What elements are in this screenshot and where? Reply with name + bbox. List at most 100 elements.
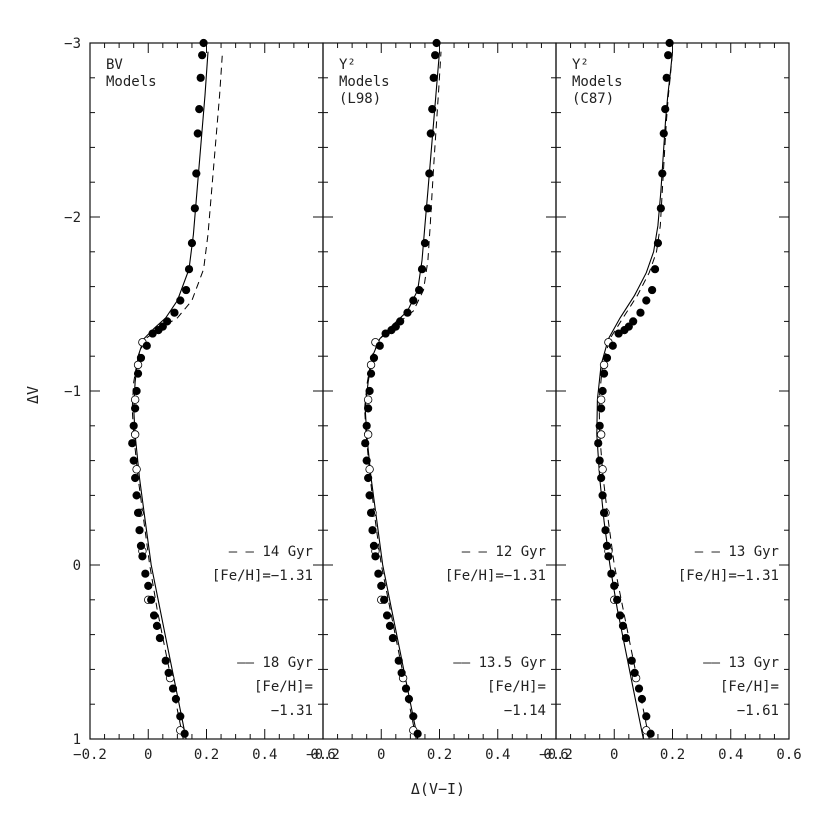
data-point-filled: [176, 296, 185, 305]
data-point-filled: [369, 541, 379, 550]
x-tick-label: 0: [144, 747, 152, 763]
data-point-filled: [132, 386, 141, 396]
data-point-filled: [192, 169, 201, 178]
data-point-filled: [168, 684, 178, 693]
data-point-filled: [629, 317, 638, 326]
solid-legend: —— 18 Gyr: [237, 655, 313, 671]
data-point-filled: [599, 508, 609, 517]
data-point-filled: [397, 668, 406, 677]
data-point-filled: [653, 239, 663, 248]
data-point-filled: [659, 129, 668, 138]
data-point-filled: [658, 169, 667, 178]
data-point-filled: [187, 239, 197, 248]
data-point-filled: [375, 341, 384, 350]
data-point-filled: [621, 633, 631, 643]
data-point-filled: [133, 508, 143, 517]
dashed-legend: – – 13 Gyr: [695, 544, 779, 560]
data-point-open: [363, 395, 373, 404]
data-point-filled: [195, 105, 204, 114]
x-tick-label: 0: [377, 747, 385, 763]
data-point-filled: [161, 656, 170, 665]
data-point-filled: [432, 38, 441, 48]
data-point-filled: [598, 491, 607, 500]
y-tick-label: 1: [73, 732, 81, 748]
solid-legend: −1.61: [737, 703, 779, 719]
solid-legend: —— 13 Gyr: [703, 655, 779, 671]
data-point-filled: [423, 204, 432, 213]
y-tick-label: −2: [64, 210, 81, 226]
data-point-filled: [364, 473, 373, 483]
data-point-filled: [155, 633, 164, 643]
data-point-filled: [176, 712, 185, 721]
data-point-filled: [602, 541, 612, 550]
data-point-filled: [429, 73, 438, 82]
data-point-filled: [404, 694, 414, 704]
data-point-filled: [662, 73, 671, 82]
data-point-filled: [642, 296, 651, 305]
data-point-filled: [362, 421, 371, 430]
data-point-open: [596, 430, 606, 439]
solid-model-line: [364, 51, 441, 740]
data-point-filled: [382, 611, 392, 620]
data-point-filled: [193, 129, 202, 138]
panel-frame: [89, 42, 324, 740]
data-point-filled: [415, 285, 424, 295]
data-point-filled: [595, 421, 604, 430]
panel-frame: [555, 42, 790, 740]
x-tick-label: 0.2: [427, 747, 452, 763]
data-point-filled: [374, 569, 383, 578]
data-point-open: [365, 465, 374, 474]
data-point-filled: [599, 369, 609, 378]
data-point-open: [133, 360, 143, 370]
data-point-filled: [131, 404, 140, 413]
data-point-filled: [648, 285, 657, 295]
data-point-filled: [138, 552, 147, 561]
data-point-filled: [431, 51, 440, 60]
data-point-filled: [142, 341, 151, 350]
panel-title: Y²: [339, 57, 356, 73]
data-point-filled: [135, 526, 144, 535]
data-point-filled: [604, 552, 613, 561]
data-point-filled: [607, 569, 616, 578]
data-point-filled: [141, 569, 150, 578]
data-point-filled: [428, 105, 437, 114]
dashed-legend: [Fe/H]=−1.31: [445, 568, 546, 584]
x-tick-label: 0.2: [660, 747, 685, 763]
x-tick-label: −0.2: [73, 747, 107, 763]
data-point-filled: [190, 204, 199, 213]
panel-title: (L98): [339, 91, 381, 107]
x-tick-label: 0.6: [776, 747, 801, 763]
data-point-filled: [366, 508, 376, 517]
data-point-filled: [613, 595, 622, 604]
data-point-filled: [149, 611, 159, 620]
dashed-model-line: [131, 51, 223, 740]
data-point-filled: [377, 581, 386, 590]
data-point-open: [599, 360, 609, 370]
data-point-filled: [163, 317, 172, 326]
data-point-filled: [133, 369, 143, 378]
data-point-filled: [597, 473, 606, 483]
x-tick-label: 0.6: [310, 747, 335, 763]
data-point-filled: [368, 526, 377, 535]
data-point-filled: [413, 729, 422, 738]
data-point-filled: [129, 421, 138, 430]
data-point-filled: [365, 491, 374, 500]
data-point-filled: [650, 265, 660, 274]
data-point-filled: [636, 308, 645, 317]
data-point-filled: [371, 552, 380, 561]
data-point-filled: [171, 694, 181, 704]
y-axis-label: ΔV: [24, 386, 42, 404]
data-point-filled: [426, 129, 435, 138]
data-point-filled: [420, 239, 430, 248]
data-point-open: [366, 360, 376, 370]
data-point-filled: [409, 296, 418, 305]
data-point-filled: [365, 386, 374, 396]
data-point-filled: [388, 633, 398, 643]
data-point-filled: [380, 595, 389, 604]
dashed-legend: – – 14 Gyr: [229, 544, 313, 560]
x-tick-label: 0.2: [194, 747, 219, 763]
